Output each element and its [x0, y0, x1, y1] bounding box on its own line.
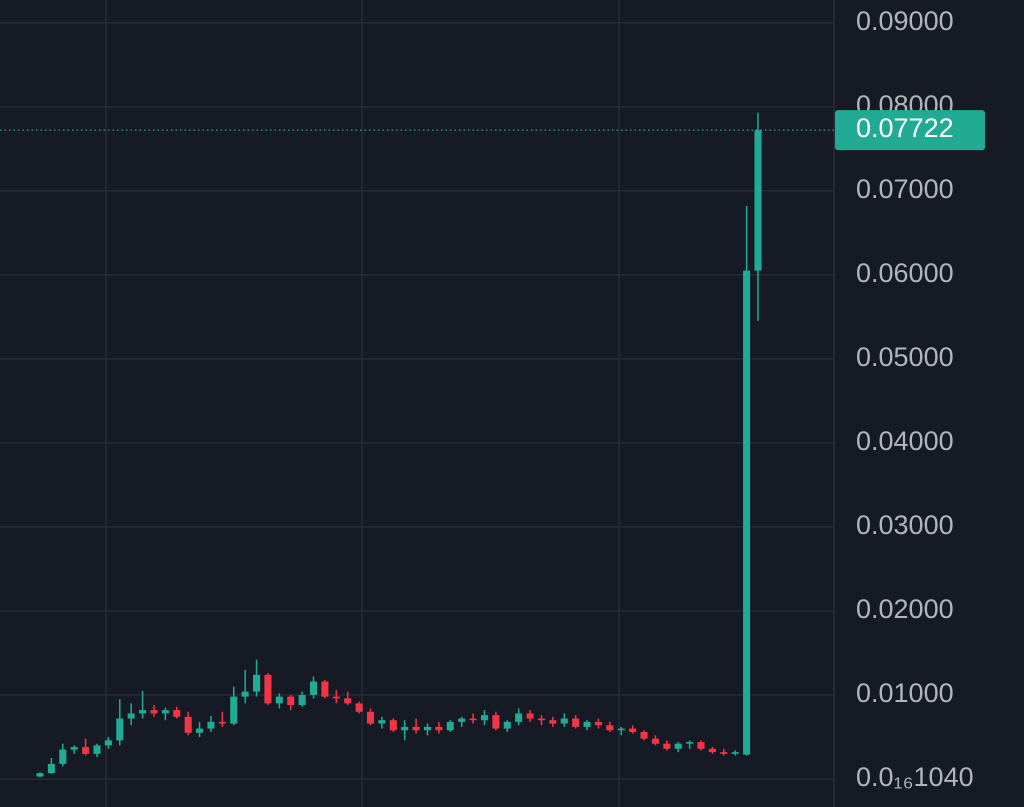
candle-body [59, 749, 67, 764]
y-tick-label: 0.0₁₆1040 [856, 762, 974, 792]
candle-body [469, 718, 477, 721]
candle-body [446, 721, 454, 731]
candle-body [253, 674, 261, 692]
candle-body [230, 696, 238, 724]
candle-body [275, 696, 283, 704]
candle-body [560, 718, 568, 724]
candle-body [150, 710, 158, 714]
candle-body [640, 731, 648, 739]
candle-body [104, 740, 112, 746]
last-price-label: 0.07722 [856, 113, 954, 143]
candle-body [458, 718, 466, 722]
candle-body [70, 747, 78, 750]
y-tick-label: 0.06000 [856, 258, 954, 288]
candle-body [617, 728, 625, 731]
candle-body [537, 718, 545, 721]
candle-body [572, 718, 580, 727]
candle-body [629, 728, 637, 732]
y-tick-label: 0.01000 [856, 678, 954, 708]
candle-body [423, 726, 432, 731]
candle-body [731, 752, 739, 754]
candle-body [161, 710, 169, 714]
candle-body [241, 691, 249, 697]
candle-body [298, 694, 306, 706]
candle-body [321, 681, 329, 697]
candle-body [435, 726, 443, 731]
candle-body [287, 696, 295, 706]
candle-body [378, 720, 386, 724]
candle-body [389, 720, 397, 731]
y-tick-label: 0.04000 [856, 426, 954, 456]
y-tick-label: 0.03000 [856, 510, 954, 540]
candle-body [264, 674, 272, 704]
y-tick-label: 0.05000 [856, 342, 954, 372]
candle-body [309, 681, 318, 695]
candle-body [47, 763, 55, 774]
y-tick-label: 0.02000 [856, 594, 954, 624]
candle-body [697, 742, 705, 749]
candle-body [412, 726, 420, 731]
candle-body [82, 747, 90, 754]
candle-body [674, 743, 682, 749]
candle-body [754, 130, 762, 271]
candle-body [503, 721, 511, 729]
y-tick-label: 0.09000 [856, 6, 954, 36]
last-price-badge [835, 110, 985, 151]
candle-body [708, 748, 716, 753]
candle-body [606, 725, 614, 731]
candle-body [207, 721, 215, 729]
candle-body [583, 721, 591, 727]
candle-body [549, 720, 557, 724]
candle-body [663, 743, 671, 749]
candle-body [196, 728, 204, 733]
candle-body [651, 738, 659, 744]
candle-body [184, 716, 192, 733]
candle-body [594, 721, 602, 726]
candle-body [332, 696, 340, 699]
candle-body [743, 270, 751, 755]
candle-body [139, 710, 147, 714]
candle-body [720, 752, 728, 754]
candle-body [355, 703, 363, 712]
candle-body [492, 715, 500, 729]
candle-body [401, 726, 409, 731]
candle-body [366, 711, 375, 724]
candle-body [127, 713, 135, 719]
candle-body [515, 713, 523, 722]
candle-body [480, 715, 489, 721]
candle-body [116, 718, 124, 741]
candle-body [93, 745, 101, 754]
candle-body [526, 713, 534, 719]
candle-body [344, 698, 352, 704]
y-tick-label: 0.07000 [856, 174, 954, 204]
candle-body [686, 742, 694, 744]
candle-body [218, 721, 226, 724]
candle-body [36, 773, 44, 777]
candle-body [173, 710, 181, 717]
